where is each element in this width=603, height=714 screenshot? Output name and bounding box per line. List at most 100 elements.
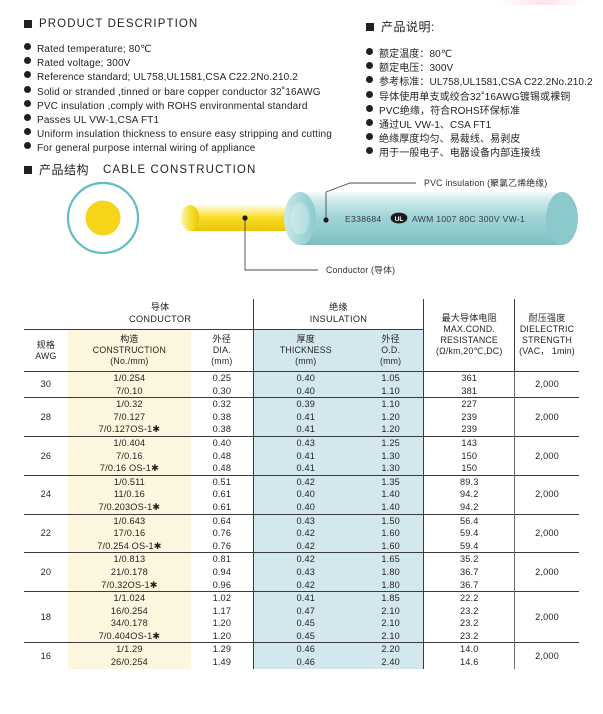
list-item-text: Solid or stranded ,tinned or bare copper… (37, 86, 321, 98)
cell-thickness: 0.46 0.46 (252, 642, 358, 669)
top-edge-artifact (499, 0, 585, 5)
column-header-construction-cn: 构造 (120, 334, 139, 344)
group-header-conductor: 导体 CONDUCTOR (68, 299, 253, 330)
column-header-resistance-unit: (Ω/km,20℃,DC) (435, 346, 503, 356)
product-description-heading-text: PRODUCT DESCRIPTION (39, 18, 199, 30)
cell-awg: 30 (24, 370, 68, 398)
cable-construction-heading-cn: 产品结构 (39, 163, 90, 177)
cell-dielectric: 2,000 (514, 370, 579, 398)
group-header-conductor-en: CONDUCTOR (129, 313, 192, 324)
list-item: PVC绝缘，符合ROHS环保标准 (366, 104, 601, 119)
product-description-english-list: Rated temperature; 80℃ Rated voltage; 30… (24, 43, 364, 157)
product-description-block: PRODUCT DESCRIPTION Rated temperature; 8… (0, 0, 603, 159)
column-header-od-unit: (mm) (379, 356, 402, 366)
table-row: 28 1/0.32 7/0.127 7/0.127OS-1✱ 0.32 0.38 0… (24, 397, 579, 437)
dot-bullet-icon (24, 128, 31, 136)
cell-dia: 0.51 0.61 0.61 (191, 474, 254, 515)
square-bullet-icon (24, 20, 32, 28)
cell-resistance: 14.0 14.6 (423, 642, 515, 669)
column-header-dielectric-cn: 耐压强度 (528, 313, 566, 323)
jacket-printed-legend: E338684 UL AWM 1007 80C 300V VW-1 (345, 212, 525, 224)
column-header-resistance-en-1: MAX.COND. (443, 324, 496, 334)
cell-thickness: 0.40 0.40 (252, 370, 358, 398)
list-item: 用于一般电子、电器设备内部连接线 (366, 147, 601, 161)
cell-resistance: 143 150 150 (423, 435, 515, 476)
column-header-thickness-cn: 厚度 (296, 334, 315, 344)
list-item: 参考标准：UL758,UL1581,CSA C22.2No.210.2 (366, 76, 601, 90)
dot-bullet-icon (366, 48, 373, 55)
cell-thickness: 0.41 0.47 0.45 0.45 (252, 591, 358, 643)
list-item-text: 通过UL VW-1、CSA FT1 (379, 120, 492, 132)
cell-construction: 1/0.813 21/0.178 7/0.32OS-1✱ (67, 552, 192, 592)
column-header-resistance-cn: 最大导体电阻 (441, 313, 497, 323)
cell-resistance: 361 381 (423, 370, 515, 398)
group-header-insulation: 绝缘 INSULATION (252, 299, 424, 330)
cell-od: 1.05 1.10 (357, 370, 425, 398)
cell-dia: 1.02 1.17 1.20 1.20 (191, 591, 254, 643)
list-item-text: 绝缘厚度均匀、易裁线、易剥皮 (379, 134, 521, 146)
list-item: Passes UL VW-1,CSA FT1 (24, 114, 364, 128)
column-header-od-cn: 外径 (381, 334, 400, 344)
list-item: PVC insulation ,comply with ROHS environ… (24, 99, 364, 114)
description-english-column: PRODUCT DESCRIPTION Rated temperature; 8… (24, 18, 364, 173)
list-item: 额定电压：300V (366, 62, 601, 76)
cell-construction: 1/0.254 7/0.10 (67, 370, 192, 398)
list-item-text: 参考标准：UL758,UL1581,CSA C22.2No.210.2 (379, 77, 593, 89)
list-item: Solid or stranded ,tinned or bare copper… (24, 85, 364, 100)
cable-construction-heading: 产品结构 CABLE CONSTRUCTION (24, 161, 256, 178)
column-header-thickness-unit: (mm) (295, 356, 317, 366)
cell-resistance: 22.2 23.2 23.2 23.2 (423, 591, 515, 643)
list-item: Rated temperature; 80℃ (24, 43, 364, 57)
cell-dielectric: 2,000 (514, 474, 579, 515)
cell-construction: 1/0.404 7/0.16 7/0.16 OS-1✱ (67, 435, 192, 476)
insulation-label: PVC insulation (聚氯乙烯绝缘) (424, 178, 547, 188)
group-header-insulation-cn: 绝缘 (329, 302, 348, 312)
product-description-heading-cn-text: 产品说明: (381, 20, 435, 34)
legend-ul-file-number: E338684 (345, 214, 382, 224)
conductor-core-icon (85, 200, 121, 236)
column-header-dia-cn: 外径 (212, 334, 232, 344)
cell-resistance: 35.2 36.7 36.7 (423, 552, 515, 592)
dot-bullet-icon (24, 43, 31, 50)
column-header-dia-en: DIA. (212, 345, 231, 355)
table-header: 导体 CONDUCTOR 绝缘 INSULATION 最大导体电阻 MAX.CO… (24, 299, 579, 372)
ul-mark-icon: UL (390, 212, 408, 224)
group-header-spacer (24, 299, 68, 330)
column-header-dielectric-en-1: DIELECTRIC (519, 324, 575, 334)
list-item: For general purpose internal wiring of a… (24, 142, 364, 156)
cell-od: 1.50 1.60 1.60 (357, 513, 425, 553)
list-item-text: PVC insulation ,comply with ROHS environ… (37, 100, 308, 112)
list-item-text: Uniform insulation thickness to ensure e… (37, 129, 332, 141)
list-item: 导体使用单支或绞合32˚16AWG镀锡或裸铜 (366, 90, 601, 105)
table-column-header-row: 规格 AWG 构造 CONSTRUCTION (No./mm) 外径 DIA. … (24, 329, 579, 372)
table-row: 22 1/0.643 17/0.16 7/0.254 OS-1✱ 0.64 0.76… (24, 513, 579, 553)
cell-od: 1.35 1.40 1.40 (357, 474, 425, 515)
cable-cross-section (66, 181, 140, 255)
table-body: 30 1/0.254 7/0.10 0.25 0.30 0.40 0.40 1.05 1… (24, 370, 579, 669)
square-bullet-icon (366, 22, 374, 31)
cell-dielectric: 2,000 (514, 397, 579, 437)
list-item: Reference standard; UL758,UL1581,CSA C22… (24, 71, 364, 85)
svg-text:UL: UL (395, 216, 404, 223)
list-item: Rated voltage; 300V (24, 57, 364, 71)
cell-awg: 20 (24, 552, 68, 592)
dot-bullet-icon (366, 133, 373, 141)
list-item: 通过UL VW-1、CSA FT1 (366, 119, 601, 133)
cell-awg: 26 (24, 435, 68, 476)
list-item-text: PVC绝缘，符合ROHS环保标准 (379, 105, 521, 117)
cell-dia: 0.81 0.94 0.96 (191, 552, 254, 592)
table-row: 18 1/1.024 16/0.254 34/0.178 7/0.404OS-1✱… (24, 591, 579, 643)
conductor-leader-line (244, 218, 318, 271)
cable-specification-table: 导体 CONDUCTOR 绝缘 INSULATION 最大导体电阻 MAX.CO… (24, 299, 579, 669)
cell-construction: 1/1.024 16/0.254 34/0.178 7/0.404OS-1✱ (67, 591, 192, 643)
product-description-chinese-list: 额定温度：80℃ 额定电压：300V 参考标准：UL758,UL1581,CSA… (366, 48, 601, 162)
cell-resistance: 56.4 59.4 59.4 (423, 513, 515, 553)
cell-awg: 28 (24, 397, 68, 437)
column-header-od: 外径 O.D. (mm) (357, 329, 425, 372)
cable-construction-diagram: E338684 UL AWM 1007 80C 300V VW-1 PVC in… (66, 178, 578, 275)
list-item: 额定温度：80℃ (366, 48, 601, 62)
cell-dia: 0.64 0.76 0.76 (191, 513, 254, 553)
cell-dielectric: 2,000 (514, 435, 579, 476)
column-header-dielectric-en-2: STRENGTH (522, 335, 573, 345)
dot-bullet-icon (24, 142, 31, 150)
